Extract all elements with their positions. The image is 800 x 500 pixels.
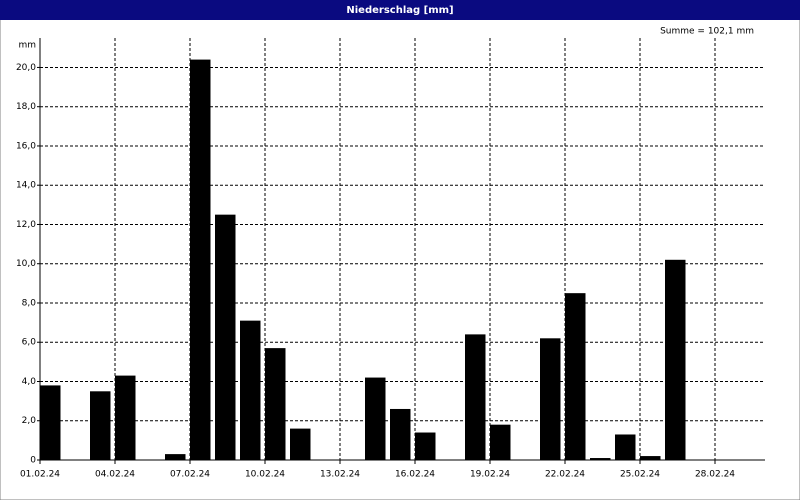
title-bar: [0, 0, 800, 20]
y-axis-label: mm: [18, 41, 36, 51]
bar: [365, 377, 386, 460]
bar: [590, 458, 611, 460]
x-tick-label: 28.02.24: [695, 470, 735, 480]
y-tick-label: 0: [30, 456, 36, 466]
bar: [90, 391, 111, 460]
y-tick-label: 12,0: [16, 220, 36, 230]
bar: [415, 432, 436, 460]
x-tick-label: 01.02.24: [20, 470, 60, 480]
bar: [290, 428, 311, 460]
x-tick-label: 07.02.24: [170, 470, 210, 480]
bar: [115, 375, 136, 460]
y-tick-label: 10,0: [16, 259, 36, 269]
bar: [240, 320, 261, 460]
x-tick-label: 19.02.24: [470, 470, 510, 480]
bar: [40, 385, 61, 460]
annotation: Summe = 102,1 mm: [660, 27, 754, 37]
bar: [565, 293, 586, 460]
bar: [665, 259, 686, 460]
y-tick-label: 4,0: [22, 377, 37, 387]
bar: [265, 348, 286, 460]
y-tick-label: 18,0: [16, 102, 36, 112]
bar: [390, 408, 411, 460]
bar: [215, 214, 236, 460]
x-tick-label: 13.02.24: [320, 470, 360, 480]
bar: [540, 338, 561, 460]
bar: [640, 456, 661, 460]
x-tick-label: 10.02.24: [245, 470, 285, 480]
y-tick-label: 20,0: [16, 63, 36, 73]
bar: [165, 454, 186, 460]
y-tick-label: 2,0: [22, 416, 37, 426]
bar: [615, 434, 636, 460]
y-tick-label: 8,0: [22, 298, 37, 308]
y-tick-label: 16,0: [16, 141, 36, 151]
x-tick-label: 16.02.24: [395, 470, 435, 480]
bar: [490, 424, 511, 460]
chart-title: Niederschlag [mm]: [346, 5, 453, 16]
x-tick-label: 22.02.24: [545, 470, 585, 480]
y-tick-label: 6,0: [22, 338, 37, 348]
x-tick-label: 25.02.24: [620, 470, 660, 480]
x-tick-label: 04.02.24: [95, 470, 135, 480]
y-tick-label: 14,0: [16, 181, 36, 191]
bar: [190, 59, 211, 460]
bar: [465, 334, 486, 460]
